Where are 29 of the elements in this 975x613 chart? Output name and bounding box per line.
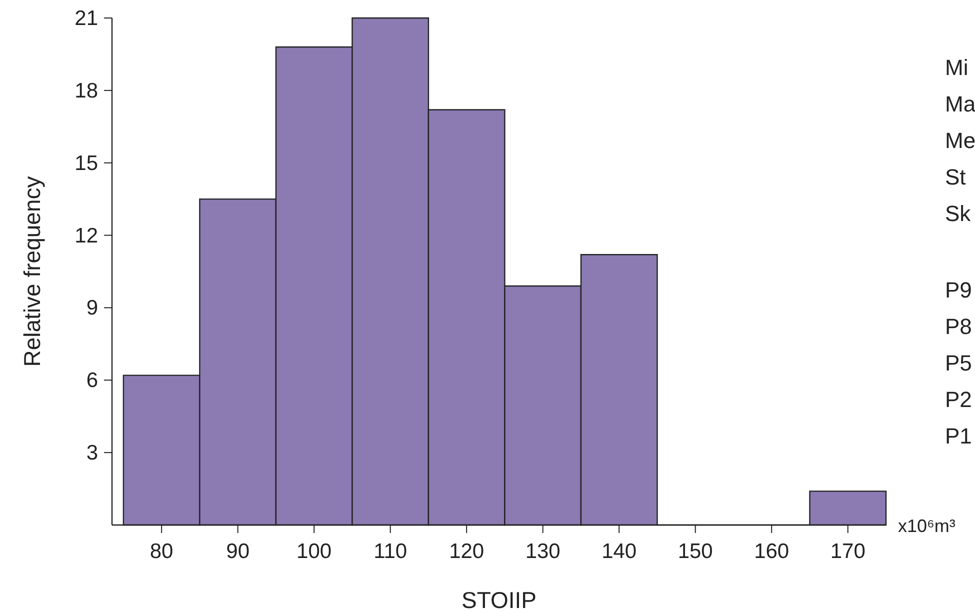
y-tick-label: 3 [86,442,98,465]
text: P5 [945,350,972,376]
text: Me [945,128,975,153]
text: P8 [945,314,972,339]
x-tick-label: 140 [602,540,637,563]
y-tick-label: 15 [74,152,98,175]
x-axis-title: STOIIP [462,587,536,613]
y-tick-label: 6 [86,369,98,392]
y-tick-label: 12 [74,224,98,248]
x-tick-label: 130 [525,540,560,563]
x-tick-label: 120 [449,540,484,563]
text: P1 [945,424,972,448]
text: Mi [945,55,968,80]
text: St [945,164,966,190]
x-tick-label: 80 [150,540,174,563]
y-tick-label: 9 [86,296,98,320]
y-tick-label: 18 [74,79,98,102]
x-tick-label: 110 [374,540,408,563]
x-tick-label: 160 [754,540,790,563]
text: P2 [945,387,972,412]
x-tick-label: 170 [830,540,866,563]
x-tick-label: 150 [678,540,713,563]
y-tick-label: 21 [74,7,98,30]
x-tick-label: 90 [226,540,250,563]
y-axis-title: Relative frequency [19,176,45,367]
text: P9 [945,278,972,302]
text: x10⁶m³ [898,516,956,536]
text: Sk [945,201,972,226]
x-tick-label: 100 [296,540,332,563]
